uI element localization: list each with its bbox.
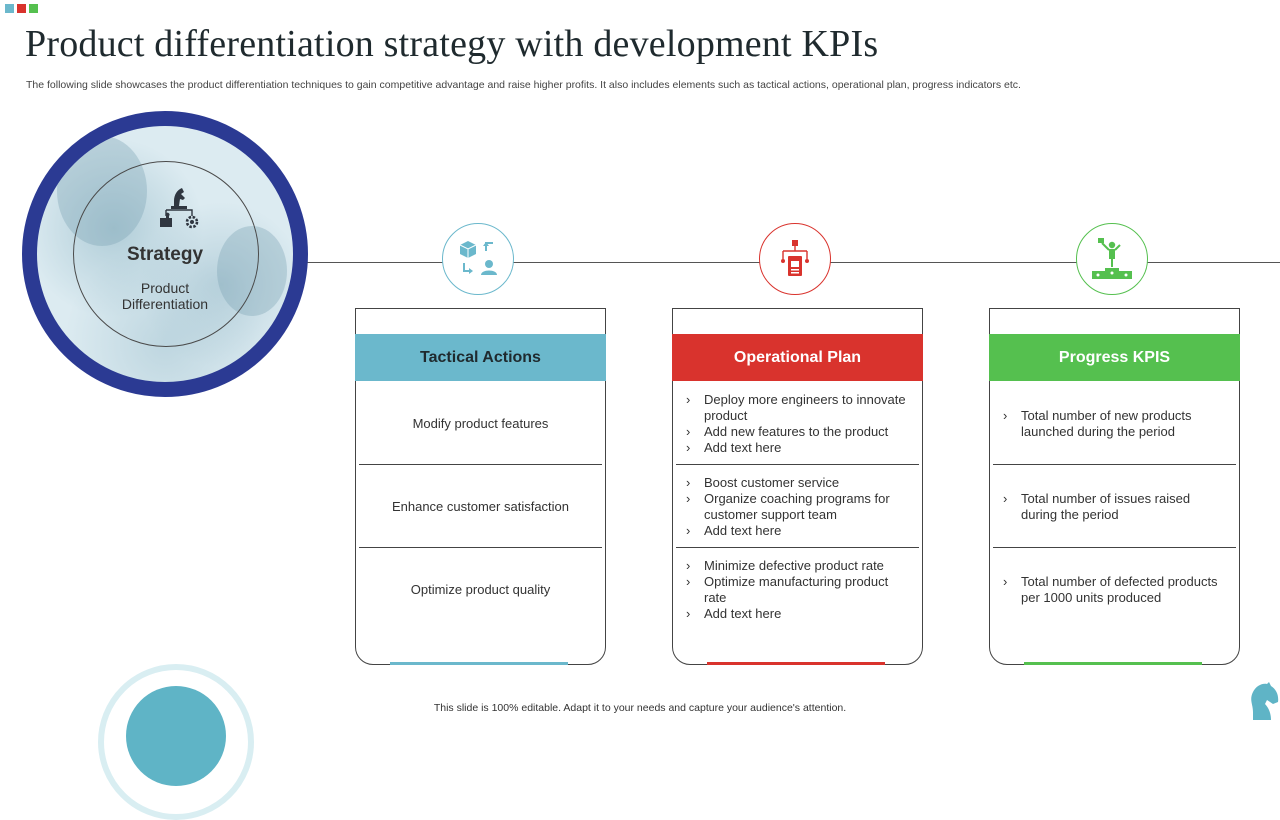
tactical-actions-node bbox=[442, 223, 514, 295]
progress-kpi-row: Total number of issues raised during the… bbox=[993, 465, 1236, 548]
progress-kpis-card: Progress KPIS Total number of new produc… bbox=[989, 308, 1240, 665]
operational-plan-row: Minimize defective product rate Optimize… bbox=[676, 548, 919, 631]
corner-square-green bbox=[29, 4, 38, 13]
page-title: Product differentiation strategy with de… bbox=[25, 23, 879, 65]
bullet-item: Organize coaching programs for customer … bbox=[686, 491, 909, 523]
progress-kpi-row: Total number of new products launched du… bbox=[993, 382, 1236, 465]
tactical-action-row: Modify product features bbox=[412, 416, 549, 431]
operational-plan-node bbox=[759, 223, 831, 295]
corner-square-red bbox=[17, 4, 26, 13]
row-divider bbox=[993, 547, 1236, 548]
bullet-list: Deploy more engineers to innovate produc… bbox=[676, 392, 919, 456]
bullet-list: Total number of new products launched du… bbox=[993, 408, 1236, 440]
progress-kpis-node bbox=[1076, 223, 1148, 295]
bullet-item: Deploy more engineers to innovate produc… bbox=[686, 392, 909, 424]
bullet-item: Add text here bbox=[686, 606, 909, 622]
bullet-item: Add text here bbox=[686, 523, 909, 539]
row-divider bbox=[676, 464, 919, 465]
winner-podium-icon bbox=[1092, 238, 1132, 279]
bullet-item: Optimize manufacturing product rate bbox=[686, 574, 909, 606]
row-divider bbox=[359, 464, 602, 465]
operational-plan-header: Operational Plan bbox=[672, 334, 923, 381]
corner-squares bbox=[5, 4, 38, 13]
strategy-circle: Strategy Product Differentiation bbox=[22, 111, 308, 397]
progress-kpi-row: Total number of defected products per 10… bbox=[993, 548, 1236, 631]
bullet-item: Total number of new products launched du… bbox=[1003, 408, 1226, 440]
bullet-item: Boost customer service bbox=[686, 475, 909, 491]
card-accent-bar bbox=[1024, 662, 1202, 665]
card-accent-bar bbox=[707, 662, 885, 665]
bullet-item: Add text here bbox=[686, 440, 909, 456]
operational-plan-card: Operational Plan Deploy more engineers t… bbox=[672, 308, 923, 665]
box-user-cycle-icon bbox=[459, 241, 497, 275]
card-accent-bar bbox=[390, 662, 568, 665]
tactical-actions-card: Tactical Actions Modify product features… bbox=[355, 308, 606, 665]
chess-knight-icon bbox=[1251, 682, 1279, 720]
bullet-list: Total number of defected products per 10… bbox=[993, 574, 1236, 606]
corner-square-teal bbox=[5, 4, 14, 13]
operational-plan-row: Deploy more engineers to innovate produc… bbox=[676, 382, 919, 465]
bullet-item: Minimize defective product rate bbox=[686, 558, 909, 574]
page-subtitle: The following slide showcases the produc… bbox=[26, 79, 1021, 91]
operational-plan-row: Boost customer service Organize coaching… bbox=[676, 465, 919, 548]
strategy-inner-ring bbox=[73, 161, 259, 347]
row-divider bbox=[993, 464, 1236, 465]
bullet-list: Total number of issues raised during the… bbox=[993, 491, 1236, 523]
strategy-title: Strategy bbox=[126, 244, 204, 265]
row-divider bbox=[359, 547, 602, 548]
tactical-action-row: Enhance customer satisfaction bbox=[391, 499, 570, 514]
row-divider bbox=[676, 547, 919, 548]
footer-note: This slide is 100% editable. Adapt it to… bbox=[433, 702, 847, 714]
chess-knight-puzzle-gear-icon bbox=[160, 188, 199, 229]
bullet-item: Add new features to the product bbox=[686, 424, 909, 440]
decorative-circle bbox=[126, 686, 226, 786]
bullet-list: Boost customer service Organize coaching… bbox=[676, 475, 919, 539]
flowchart-document-icon bbox=[781, 240, 809, 276]
bullet-item: Total number of issues raised during the… bbox=[1003, 491, 1226, 523]
strategy-subtitle: Product Differentiation bbox=[121, 280, 209, 312]
bullet-item: Total number of defected products per 10… bbox=[1003, 574, 1226, 606]
tactical-action-row: Optimize product quality bbox=[410, 582, 551, 597]
bullet-list: Minimize defective product rate Optimize… bbox=[676, 558, 919, 622]
tactical-actions-header: Tactical Actions bbox=[355, 334, 606, 381]
progress-kpis-header: Progress KPIS bbox=[989, 334, 1240, 381]
